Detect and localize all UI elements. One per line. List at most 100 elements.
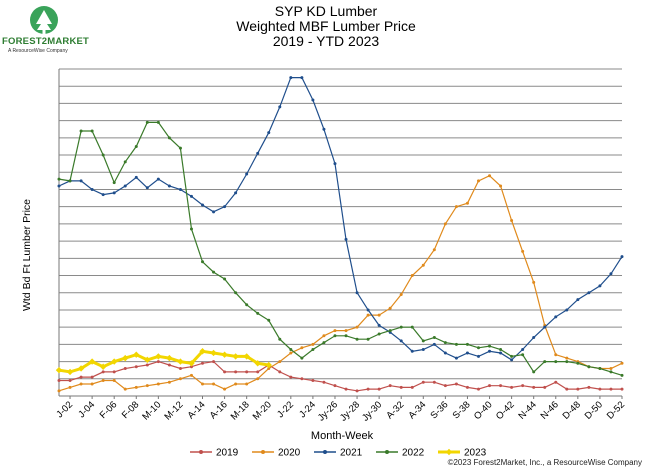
data-point (90, 129, 94, 133)
data-point (256, 311, 260, 315)
data-point (112, 191, 116, 195)
data-point (322, 127, 326, 131)
data-point (609, 272, 613, 276)
data-point (465, 351, 469, 355)
data-point (333, 334, 337, 338)
data-point (499, 184, 503, 188)
data-point (344, 387, 348, 391)
data-point (145, 384, 149, 388)
data-point (112, 181, 116, 185)
series-2021 (57, 76, 624, 362)
data-point (465, 385, 469, 389)
data-point (488, 384, 492, 388)
data-point (421, 380, 425, 384)
data-point (289, 76, 293, 80)
data-point (454, 205, 458, 209)
x-tick-label: S-38 (451, 399, 473, 421)
x-axis-label: Month-Week (311, 430, 374, 442)
data-point (178, 146, 182, 150)
data-point (521, 348, 525, 352)
data-point (344, 237, 348, 241)
data-point (156, 177, 160, 181)
data-point (289, 375, 293, 379)
data-point (57, 389, 61, 393)
data-point (543, 385, 547, 389)
data-point (223, 205, 227, 209)
data-point (465, 201, 469, 205)
data-point (465, 342, 469, 346)
data-point (322, 334, 326, 338)
forest2market-logo (6, 4, 82, 58)
data-point (366, 337, 370, 341)
data-point (311, 342, 315, 346)
legend-marker (385, 450, 389, 454)
data-point (355, 291, 359, 295)
data-point (476, 179, 480, 183)
data-point (609, 366, 613, 370)
data-point (256, 370, 260, 374)
data-point (79, 375, 83, 379)
chart-title-block: SYP KD Lumber Weighted MBF Lumber Price … (0, 4, 652, 49)
data-point (166, 354, 173, 362)
x-tick-label: M-12 (162, 399, 185, 422)
data-point (311, 348, 315, 352)
data-point (476, 354, 480, 358)
data-point (521, 384, 525, 388)
series-line-2021 (58, 76, 623, 361)
data-point (499, 351, 503, 355)
data-point (167, 380, 171, 384)
data-point (145, 186, 149, 190)
data-point (300, 356, 304, 360)
data-point (620, 387, 624, 391)
data-point (476, 387, 480, 391)
data-point (123, 160, 127, 164)
data-point (210, 349, 217, 357)
data-point (155, 353, 162, 360)
data-point (521, 249, 525, 253)
data-point (432, 380, 436, 384)
data-point (289, 351, 293, 355)
data-point (156, 382, 160, 386)
data-point (201, 203, 205, 207)
data-point (101, 153, 105, 157)
legend-item-2019: 2019 (190, 448, 239, 459)
series-2022 (57, 120, 624, 377)
data-point (510, 354, 514, 358)
data-point (101, 379, 105, 383)
data-point (432, 335, 436, 339)
data-point (510, 358, 514, 362)
data-point (598, 284, 602, 288)
data-point (212, 210, 216, 214)
data-point (90, 375, 94, 379)
data-point (223, 277, 227, 281)
data-point (366, 308, 370, 312)
data-point (189, 365, 193, 369)
data-point (311, 98, 315, 102)
data-point (123, 366, 127, 370)
data-point (410, 385, 414, 389)
data-point (79, 179, 83, 183)
data-point (167, 184, 171, 188)
legend-marker (445, 448, 453, 456)
data-point (112, 370, 116, 374)
data-point (388, 329, 392, 333)
data-point (189, 227, 193, 231)
data-point (199, 348, 206, 355)
legend-item-2021: 2021 (314, 448, 363, 459)
x-tick-label: O-40 (472, 399, 495, 422)
legend-item-2023: 2023 (438, 448, 487, 459)
data-point (256, 151, 260, 155)
x-tick-label: M-18 (229, 399, 252, 422)
data-point (543, 325, 547, 329)
data-point (77, 365, 85, 372)
data-point (488, 174, 492, 178)
data-point (57, 379, 61, 383)
data-point (134, 385, 138, 389)
data-point (300, 377, 304, 381)
data-point (144, 356, 151, 364)
data-point (366, 313, 370, 317)
data-point (234, 191, 238, 195)
data-point (333, 384, 337, 388)
data-point (156, 360, 160, 364)
data-point (79, 129, 83, 133)
